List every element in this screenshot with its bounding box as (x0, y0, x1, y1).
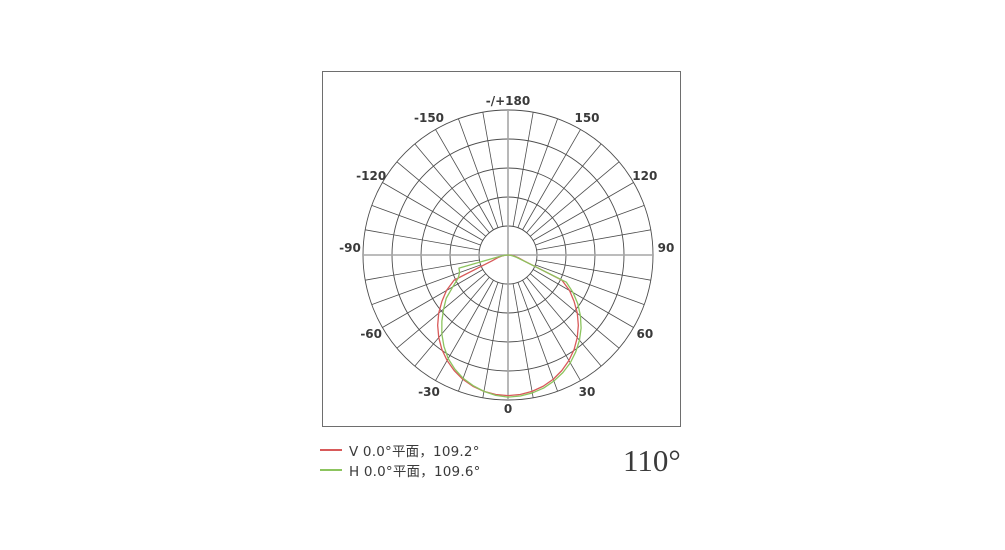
polar-grid-spoke (482, 283, 504, 398)
polar-grid-spoke (435, 129, 494, 231)
angle-label: -120 (356, 169, 386, 183)
h-plane-legend-label: H 0.0°平面，109.6° (349, 464, 481, 480)
polar-grid-spoke (458, 282, 499, 392)
polar-grid-spoke (536, 259, 651, 281)
polar-grid-spoke (382, 269, 484, 328)
v-plane-curve (437, 254, 579, 397)
polar-grid-spoke (535, 264, 645, 305)
polar-grid-spoke (529, 161, 620, 237)
polar-grid-spoke (522, 129, 581, 231)
polar-grid-spoke (414, 276, 490, 367)
chart-legend: V 0.0°平面，109.2° H 0.0°平面，109.6° (320, 440, 481, 480)
polar-grid-spoke (522, 279, 581, 381)
polar-grid-spoke (435, 279, 494, 381)
polar-grid-spoke (532, 182, 634, 241)
v-plane-color-swatch (320, 449, 342, 451)
angle-label: -30 (418, 385, 440, 399)
legend-item-h-plane: H 0.0°平面，109.6° (320, 460, 481, 480)
legend-item-v-plane: V 0.0°平面，109.2° (320, 440, 481, 460)
chart-frame (322, 71, 681, 427)
angle-label: 150 (574, 111, 599, 125)
polar-grid-spoke (365, 229, 480, 251)
polar-grid-spoke (535, 205, 645, 246)
angle-label: -150 (414, 111, 444, 125)
polar-grid-spoke (371, 264, 481, 305)
angle-label: -/+180 (486, 94, 530, 108)
angle-label: 90 (658, 241, 675, 255)
polar-grid-spoke (482, 112, 504, 227)
polar-grid-spoke (532, 269, 634, 328)
polar-grid-spoke (512, 112, 534, 227)
angle-label: -90 (339, 241, 361, 255)
angle-label: 0 (504, 402, 512, 416)
polar-grid-spoke (526, 276, 602, 367)
angle-label: 30 (579, 385, 596, 399)
polar-grid-spoke (382, 182, 484, 241)
polar-grid-spoke (414, 143, 490, 234)
h-plane-curve (441, 254, 582, 398)
polar-grid-spoke (517, 282, 558, 392)
polar-grid-spoke (396, 161, 487, 237)
angle-label: 120 (632, 169, 657, 183)
angle-label: -60 (360, 327, 382, 341)
polar-grid-spoke (371, 205, 481, 246)
angle-label: 60 (636, 327, 653, 341)
polar-grid-spoke (529, 273, 620, 349)
beam-angle-value: 110° (623, 443, 681, 478)
polar-grid-spoke (536, 229, 651, 251)
polar-grid-spoke (365, 259, 480, 281)
polar-grid-spoke (517, 118, 558, 228)
polar-grid-spoke (458, 118, 499, 228)
polar-grid-spoke (512, 283, 534, 398)
h-plane-color-swatch (320, 469, 342, 471)
polar-grid-spoke (396, 273, 487, 349)
v-plane-legend-label: V 0.0°平面，109.2° (349, 444, 480, 460)
polar-grid-spoke (526, 143, 602, 234)
